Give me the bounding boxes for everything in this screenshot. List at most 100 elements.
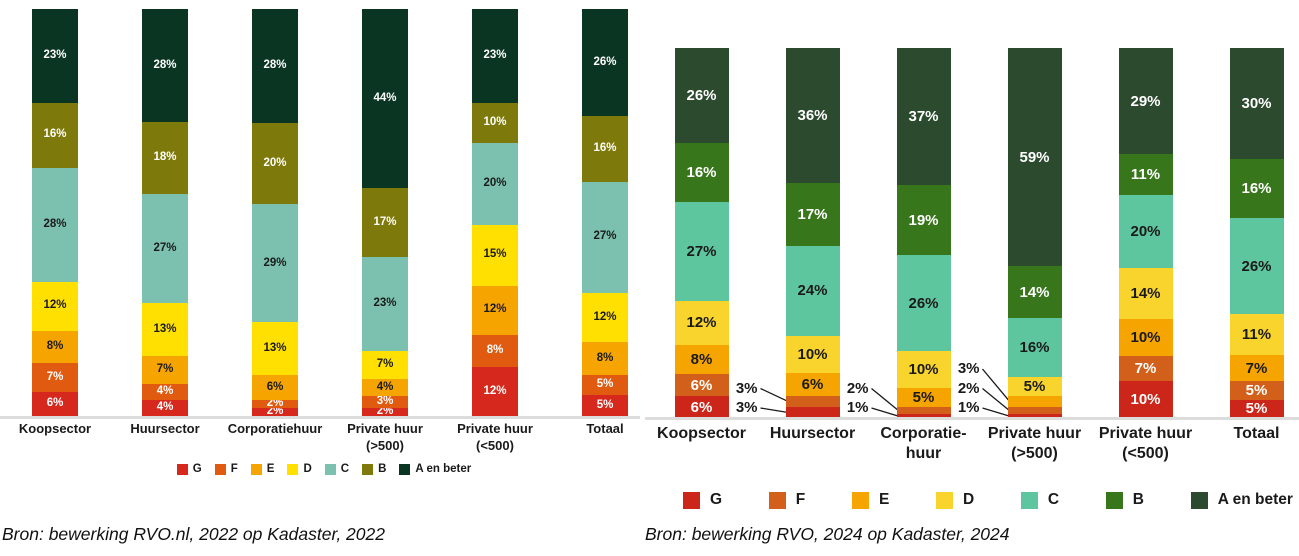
stacked-bar-private-huur-500-: 12% 8% 12% 15% 20% 10% 23% <box>472 9 518 416</box>
segment-value-label: 7% <box>376 358 394 371</box>
bar-segment-label-c: 27% <box>582 181 628 293</box>
segment-value-label: 37% <box>908 107 939 125</box>
bar-segment-label-b: 18% <box>142 121 188 195</box>
legend-swatch-icon <box>1105 491 1123 509</box>
legend-item-c: C <box>1020 491 1059 509</box>
legend-label: A en beter <box>415 463 472 475</box>
bar-segment-label-a-en-beter: 28% <box>252 9 298 123</box>
bar-segment-label-d: 10% <box>785 335 840 374</box>
bar-segment-label-d: 15% <box>472 224 518 286</box>
segment-value-label: 44% <box>373 91 397 104</box>
category-label-corporatie-huur: Corporatie- huur <box>880 425 967 462</box>
legend-swatch-icon <box>683 491 700 509</box>
segment-value-label: 12% <box>43 299 67 312</box>
legend-swatch-icon <box>1190 491 1208 509</box>
segment-value-label: 23% <box>483 49 507 62</box>
stacked-bar-private-huur-500-: 2% 3% 4% 7% 23% 17% 44% <box>362 9 408 417</box>
segment-value-label: 4% <box>156 401 174 414</box>
callout-value-label: 3% <box>957 360 980 377</box>
segment-value-label: 23% <box>43 49 67 62</box>
bar-segment-label-g: 6% <box>32 391 78 416</box>
segment-value-label: 23% <box>373 297 397 310</box>
legend-label: G <box>710 491 723 508</box>
bar-segment-label-b: 19% <box>896 184 951 256</box>
bar-segment-label-f: 7% <box>1118 355 1173 382</box>
bar-segment-label-d: 12% <box>674 300 729 345</box>
segment-value-label: 16% <box>1019 339 1050 357</box>
segment-value-label: 13% <box>263 342 287 355</box>
bar-segment-label-g: 5% <box>582 395 628 416</box>
bar-segment-label-a-en-beter: 26% <box>582 9 628 116</box>
segment-value-label: 10% <box>483 116 507 129</box>
bar-segment-label-f: 4% <box>142 383 188 400</box>
segment-value-label: 11% <box>1241 326 1272 344</box>
bar-segment-label-a-en-beter: 44% <box>362 9 408 189</box>
segment-value-label: 10% <box>1130 328 1161 346</box>
segment-value-label: 10% <box>1130 391 1161 409</box>
stacked-bar-koopsector: 6% 7% 8% 12% 28% 16% 23% <box>32 9 78 416</box>
callout-value-label: 2% <box>957 379 980 397</box>
bar-segment-label-b: 16% <box>582 115 628 182</box>
segment-value-label: 11% <box>1130 165 1161 183</box>
bar-segment-label-b: 16% <box>32 102 78 168</box>
legend-item-g: G <box>683 491 722 509</box>
bar-segment-label-g <box>896 414 951 418</box>
bar-segment-label-g: 10% <box>1118 381 1173 418</box>
bar-segment-label-d: 12% <box>32 281 78 331</box>
legend-swatch-icon <box>362 463 374 475</box>
bar-segment-label-a-en-beter: 23% <box>32 9 78 103</box>
legend-item-a-en-beter: A en beter <box>1190 491 1293 509</box>
callout-value-label: 2% <box>846 379 869 397</box>
segment-value-label: 10% <box>908 361 939 379</box>
segment-value-label: 19% <box>908 211 939 229</box>
category-label-private-huur-500-: Private huur (>500) <box>987 425 1082 462</box>
segment-value-label: 29% <box>263 256 287 269</box>
legend-swatch-icon <box>1020 491 1038 509</box>
segment-value-label: 5% <box>596 398 614 411</box>
bar-segment-label-b: 16% <box>1229 159 1284 219</box>
bar-segment-label-d: 10% <box>896 351 951 389</box>
legend-swatch-icon <box>851 491 869 509</box>
segment-value-label: 28% <box>43 217 67 230</box>
segment-value-label: 20% <box>263 156 287 169</box>
bar-segment-label-c: 24% <box>785 246 840 336</box>
bar-segment-label-a-en-beter: 37% <box>896 48 951 185</box>
legend-item-f: F <box>214 463 238 475</box>
bar-segment-label-c: 23% <box>362 257 408 351</box>
segment-value-label: 36% <box>797 106 828 124</box>
segment-value-label: 59% <box>1019 148 1050 166</box>
segment-value-label: 16% <box>43 128 67 141</box>
x-axis-line <box>0 416 640 419</box>
legend-2024: G F E D C B A en beter <box>683 491 1293 509</box>
bar-segment-label-a-en-beter: 36% <box>785 48 840 183</box>
segment-value-label: 16% <box>1241 180 1272 198</box>
segment-value-label: 5% <box>596 378 614 391</box>
stacked-bar-corporatie-huur: 5% 10% 26% 19% 37% <box>896 48 951 418</box>
segment-value-label: 20% <box>1130 222 1161 240</box>
segment-value-label: 18% <box>153 151 177 164</box>
segment-value-label: 26% <box>908 294 939 312</box>
bar-segment-label-f <box>785 395 840 407</box>
segment-value-label: 8% <box>596 351 614 364</box>
bar-segment-label-e: 8% <box>674 344 729 375</box>
stacked-bar-huursector: 6% 10% 24% 17% 36% <box>785 48 840 418</box>
bar-segment-label-g <box>1007 414 1062 418</box>
bar-segment-label-b: 17% <box>785 182 840 247</box>
bar-segment-label-c: 26% <box>896 255 951 352</box>
segment-value-label: 5% <box>1245 381 1268 399</box>
segment-value-label: 12% <box>483 384 507 397</box>
bar-segment-label-a-en-beter: 30% <box>1229 48 1284 159</box>
callout-leader-lines <box>0 9 660 416</box>
source-note-2024: Bron: bewerking RVO, 2024 op Kadaster, 2… <box>645 524 1010 544</box>
bar-segment-label-g: 5% <box>1229 399 1284 418</box>
segment-value-label: 12% <box>483 303 507 316</box>
bar-segment-label-b: 14% <box>1007 266 1062 319</box>
segment-value-label: 6% <box>690 376 713 394</box>
segment-value-label: 29% <box>1130 92 1161 110</box>
segment-value-label: 15% <box>483 248 507 261</box>
segment-value-label: 14% <box>1130 284 1161 302</box>
category-label-huursector: Huursector <box>130 421 200 436</box>
bar-segment-label-f: 3% <box>362 396 408 408</box>
bar-segment-label-g: 2% <box>362 406 408 417</box>
callout-value-label: 1% <box>846 399 869 416</box>
